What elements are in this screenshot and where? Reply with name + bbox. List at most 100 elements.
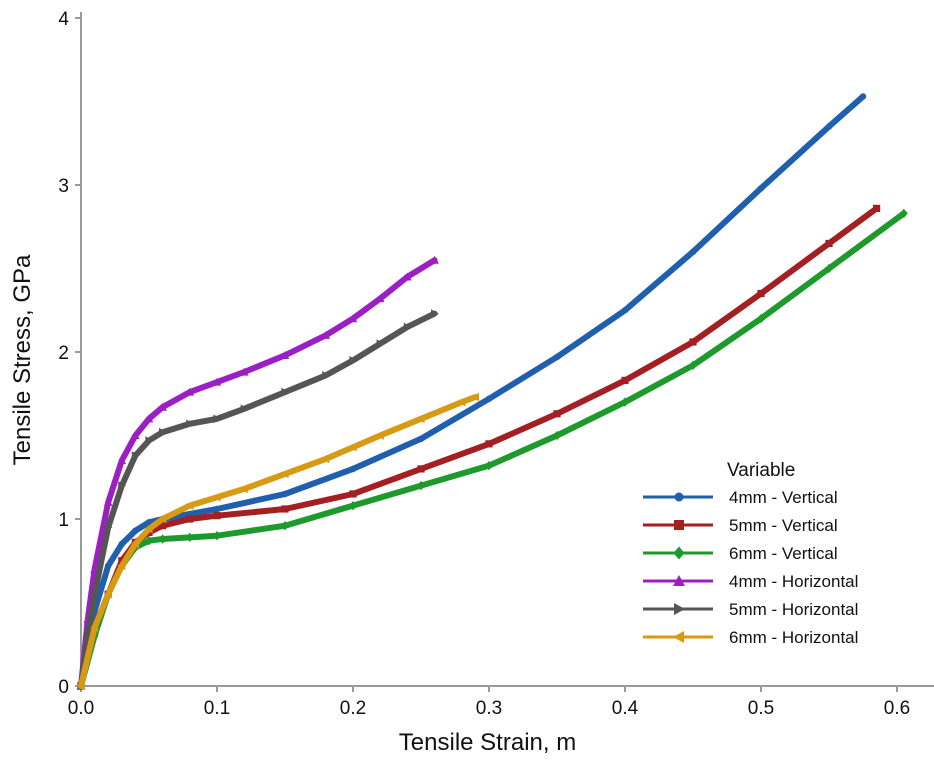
data-point [417, 435, 425, 443]
data-point [240, 404, 249, 414]
data-point [281, 387, 290, 397]
legend-label: 5mm - Horizontal [729, 600, 858, 619]
data-point [471, 392, 479, 402]
data-point [212, 492, 221, 502]
data-point [132, 527, 139, 534]
data-point [104, 562, 112, 569]
data-point [104, 523, 113, 532]
data-point [280, 469, 289, 479]
ticks: 0 1 2 3 4 0.0 0.1 0.2 0.3 0.4 0.5 0.6 [58, 9, 910, 719]
data-point [159, 427, 167, 437]
data-point [349, 465, 357, 473]
legend-swatch-marker [674, 520, 684, 530]
data-point [185, 387, 195, 396]
data-point [417, 465, 425, 473]
legend-item: 6mm - Vertical [643, 544, 838, 563]
data-point [186, 515, 194, 523]
data-point [757, 289, 765, 298]
legend-label: 6mm - Vertical [729, 544, 838, 563]
data-point [84, 631, 93, 641]
data-point [185, 501, 194, 510]
data-point [403, 272, 412, 281]
legend: Variable 4mm - Vertical 5mm - Vertical 6mm… [643, 460, 858, 647]
data-point [621, 307, 629, 314]
data-point [144, 414, 154, 423]
data-point [158, 402, 167, 411]
data-point [158, 534, 167, 544]
data-point [376, 339, 385, 348]
data-point [239, 367, 249, 376]
y-tick-label: 3 [58, 176, 69, 197]
data-point [621, 397, 629, 407]
data-point [348, 442, 357, 452]
data-point [131, 431, 140, 440]
data-point [212, 377, 222, 386]
legend-item: 4mm - Vertical [643, 488, 838, 507]
data-point [349, 356, 358, 365]
data-point [416, 414, 425, 424]
data-point [213, 512, 221, 520]
data-point [213, 414, 222, 424]
series-0 [77, 93, 867, 690]
data-point [103, 589, 112, 599]
data-point [375, 294, 385, 303]
x-tick-label: 0.0 [68, 698, 94, 719]
data-point [689, 248, 697, 256]
data-point [280, 351, 290, 359]
y-tick-label: 2 [58, 343, 69, 364]
data-point [144, 524, 153, 534]
legend-swatch-marker [673, 631, 684, 643]
data-point [145, 536, 153, 546]
data-point [457, 397, 466, 407]
legend-item: 4mm - Horizontal [643, 572, 858, 591]
series-4 [77, 309, 439, 691]
data-point [90, 623, 99, 632]
data-point [91, 589, 99, 599]
data-point [213, 531, 221, 541]
x-tick-label: 0.4 [612, 698, 639, 719]
legend-swatch-marker [673, 546, 685, 560]
data-point [417, 480, 425, 491]
data-point [825, 239, 833, 248]
data-point [553, 430, 561, 441]
legend-item: 6mm - Horizontal [643, 628, 858, 647]
series-5 [76, 392, 479, 691]
x-tick-label: 0.2 [340, 698, 366, 719]
data-point [213, 505, 221, 513]
data-point [281, 505, 289, 513]
legend-swatch-marker [674, 492, 684, 502]
data-point [485, 460, 493, 471]
legend-label: 4mm - Vertical [729, 488, 838, 507]
data-point [158, 514, 167, 524]
legend-label: 5mm - Vertical [729, 516, 838, 535]
y-axis-title: Tensile Stress, GPa [9, 254, 36, 465]
data-point [553, 353, 561, 361]
data-point [321, 330, 331, 339]
data-point [131, 451, 140, 460]
data-point [553, 410, 561, 418]
data-point [873, 204, 881, 212]
data-point [757, 313, 765, 324]
data-point [349, 500, 357, 511]
data-point [239, 484, 248, 494]
data-point [103, 497, 113, 506]
legend-item: 5mm - Horizontal [643, 600, 858, 619]
x-axis-title: Tensile Strain, m [399, 729, 576, 756]
y-tick-label: 4 [58, 9, 69, 30]
legend-label: 4mm - Horizontal [729, 572, 858, 591]
data-point [281, 521, 289, 531]
data-point [621, 376, 629, 384]
series-3 [76, 255, 439, 690]
y-tick-label: 1 [58, 510, 69, 531]
data-point [689, 360, 697, 371]
x-tick-label: 0.6 [884, 698, 910, 719]
legend-swatch-marker [674, 603, 685, 615]
data-point [185, 532, 194, 543]
data-point [131, 539, 139, 549]
data-point [403, 322, 412, 332]
series [76, 93, 908, 691]
data-point [825, 263, 833, 274]
data-point [825, 123, 833, 130]
data-point [485, 440, 493, 448]
